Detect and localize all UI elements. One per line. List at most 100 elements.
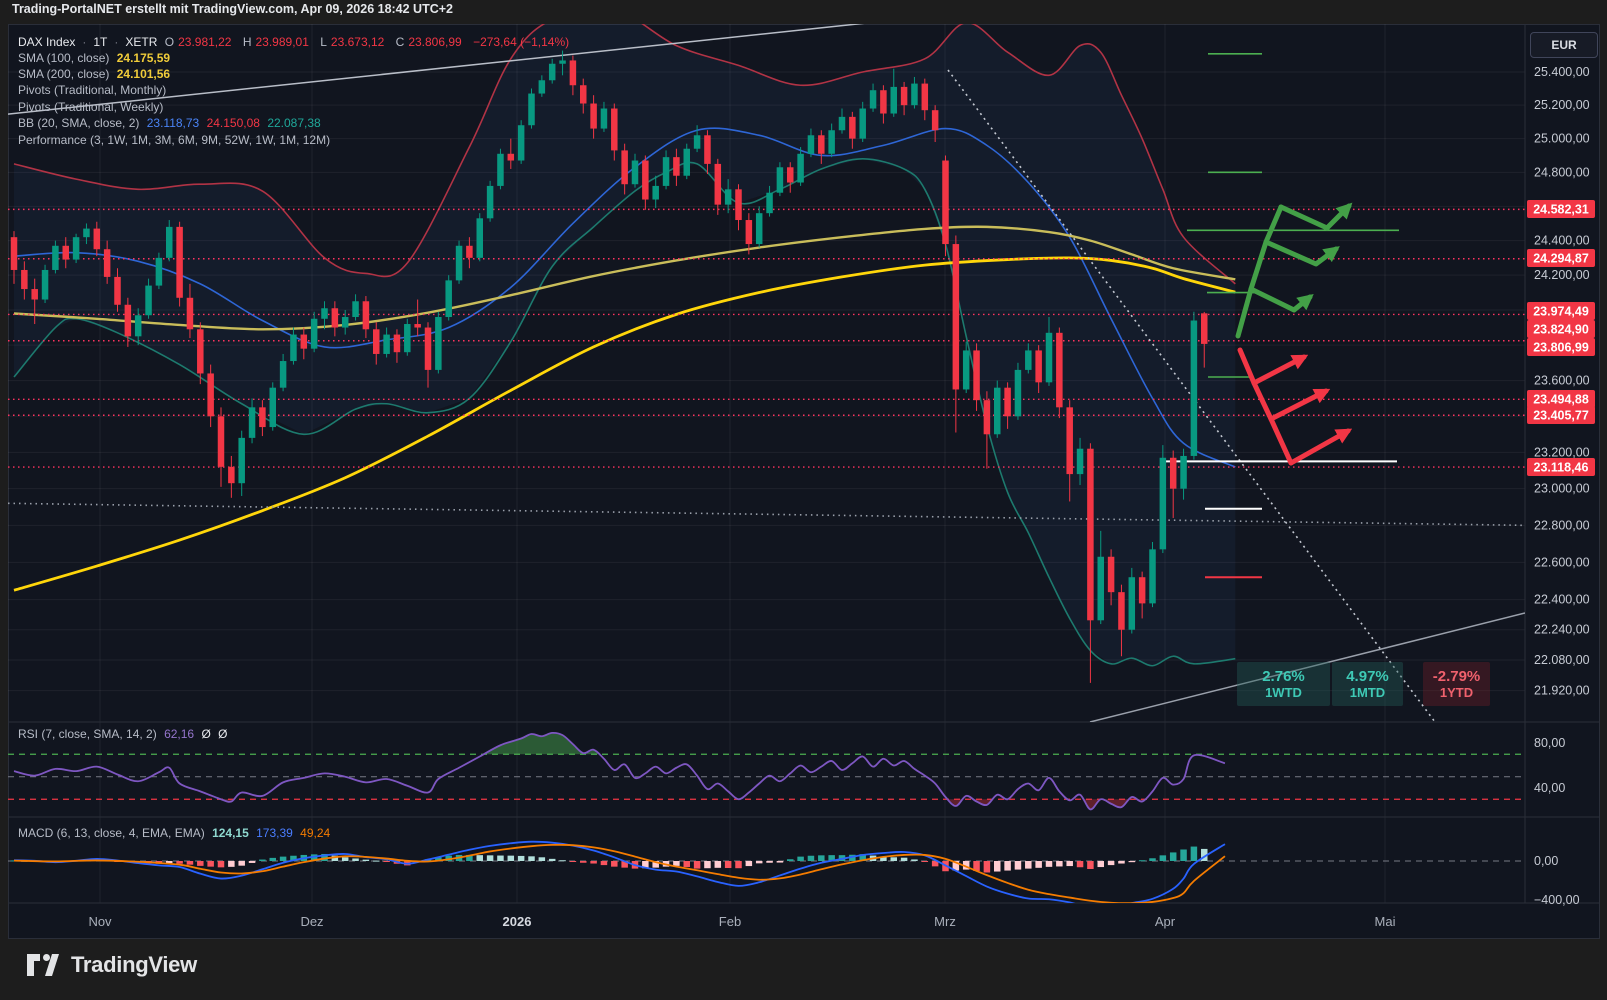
macd-hist-bar: [176, 861, 183, 864]
macd-hist-bar: [528, 856, 535, 861]
macd-hist-bar: [621, 861, 628, 868]
symbol-name: DAX Index: [18, 35, 76, 49]
candle: [93, 228, 101, 250]
macd-hist-bar: [310, 854, 318, 861]
candle: [642, 160, 649, 200]
candle: [321, 308, 328, 319]
macd-hist-bar: [1169, 852, 1177, 861]
macd-hist-bar: [600, 861, 608, 866]
candle: [373, 329, 380, 354]
candle: [155, 257, 163, 286]
forecast-arrows: [1235, 202, 1353, 466]
candle: [486, 185, 494, 219]
macd-hist-bar: [1076, 861, 1084, 868]
time-axis-label: Mrz: [934, 914, 956, 929]
legend-row-sma200[interactable]: SMA (200, close) 24.101,56: [18, 67, 171, 81]
macd-hist-bar: [1190, 846, 1198, 861]
candle: [72, 237, 80, 260]
price-axis-label: 23.600,00: [1534, 374, 1590, 388]
candle: [176, 226, 183, 298]
legend-row-sma100[interactable]: SMA (100, close) 24.175,59: [18, 51, 171, 65]
macd-hist-bar: [331, 855, 339, 861]
candle: [1159, 457, 1167, 550]
macd-hist-bar: [486, 855, 494, 861]
candle: [83, 228, 90, 238]
macd-hist-bar: [507, 855, 515, 861]
macd-hist-bar: [693, 861, 701, 869]
legend-row-rsi[interactable]: RSI (7, close, SMA, 14, 2) 62,16 Ø Ø: [18, 727, 228, 741]
price-axis-label: 25.000,00: [1534, 132, 1590, 146]
macd-hist-bar: [1066, 861, 1073, 867]
macd-signal-value: 49,24: [300, 826, 331, 840]
candle: [341, 317, 349, 328]
macd-hist-bar: [445, 855, 452, 861]
candle: [859, 108, 866, 139]
low-value: 23.673,12: [330, 35, 385, 49]
price-badge: 24.294,87: [1527, 249, 1595, 267]
tradingview-logo-icon: [27, 954, 59, 976]
legend-row-bb[interactable]: BB (20, SMA, close, 2) 23.118,73 24.150,…: [18, 116, 321, 130]
price-axis[interactable]: 25.400,00 25.200,00 25.000,00 24.800,00 24.4…: [1527, 65, 1595, 907]
macd-hist-bar: [559, 860, 566, 862]
legend-row-pivots-weekly[interactable]: Pivots (Traditional, Weekly): [18, 99, 164, 114]
time-axis-label: Apr: [1155, 914, 1176, 929]
rsi-pane: [8, 731, 1525, 811]
currency-button[interactable]: EUR: [1530, 32, 1598, 58]
candle: [880, 90, 887, 114]
candle: [1169, 457, 1177, 489]
candle: [797, 153, 804, 183]
candle: [952, 244, 960, 390]
macd-hist-bar: [1107, 861, 1115, 866]
candle: [228, 466, 235, 484]
candle: [1097, 556, 1104, 621]
open-value: 23.981,22: [178, 35, 232, 49]
candles-layer: [10, 50, 1208, 683]
candle: [787, 167, 794, 183]
candle: [942, 160, 949, 245]
candle: [1138, 577, 1146, 604]
macd-hist-bar: [1004, 861, 1011, 871]
candle: [207, 373, 214, 417]
macd-hist-bar: [228, 861, 235, 867]
performance-badge-1ytd: -2.79% 1YTD: [1423, 662, 1490, 706]
candle: [1056, 332, 1063, 408]
candle: [1076, 448, 1084, 475]
candle: [21, 269, 28, 290]
close-value: 23.806,99: [408, 35, 462, 49]
time-axis[interactable]: Nov Dez 2026 Feb Mrz Apr Mai: [88, 914, 1395, 929]
macd-hist-bar: [859, 854, 866, 861]
macd-hist-bar: [238, 861, 245, 866]
candle: [186, 297, 194, 330]
tradingview-logo[interactable]: TradingView: [26, 950, 197, 980]
candle: [404, 324, 411, 353]
candle: [455, 245, 463, 281]
candle: [580, 85, 587, 104]
sma100-value: 24.175,59: [116, 51, 171, 65]
candle: [507, 153, 515, 161]
price-badge: 23.494,88: [1527, 390, 1595, 408]
macd-hist-bar: [1035, 861, 1042, 868]
macd-hist-bar: [497, 855, 504, 861]
candle: [352, 301, 359, 318]
macd-hist-bar: [1149, 858, 1156, 861]
rsi-value: 62,16: [164, 727, 195, 741]
candle: [973, 350, 980, 401]
price-axis-label: 22.400,00: [1534, 593, 1590, 607]
bb-upper-value: 24.150,08: [206, 116, 260, 130]
macd-hist-bar: [290, 855, 297, 861]
macd-hist-bar: [1138, 860, 1146, 862]
macd-hist-bar: [1087, 861, 1094, 869]
time-axis-label: Mai: [1375, 914, 1396, 929]
macd-hist-bar: [921, 861, 929, 862]
price-badge: 23.974,49: [1527, 302, 1595, 320]
legend-row-macd[interactable]: MACD (6, 13, close, 4, EMA, EMA) 124,15 …: [18, 826, 331, 840]
legend-row-symbol[interactable]: DAX Index · 1T · XETR O 23.981,22 H 23.989,01 …: [18, 35, 570, 49]
legend-row-performance[interactable]: Performance (3, 1W, 1M, 3M, 6M, 9M, 52W,…: [18, 132, 331, 147]
candle: [476, 218, 483, 258]
legend-row-pivots-monthly[interactable]: Pivots (Traditional, Monthly): [18, 83, 167, 97]
candle: [1045, 332, 1053, 383]
macd-hist-bar: [1180, 849, 1187, 861]
candle: [890, 86, 897, 114]
macd-hist-bar: [890, 857, 897, 861]
